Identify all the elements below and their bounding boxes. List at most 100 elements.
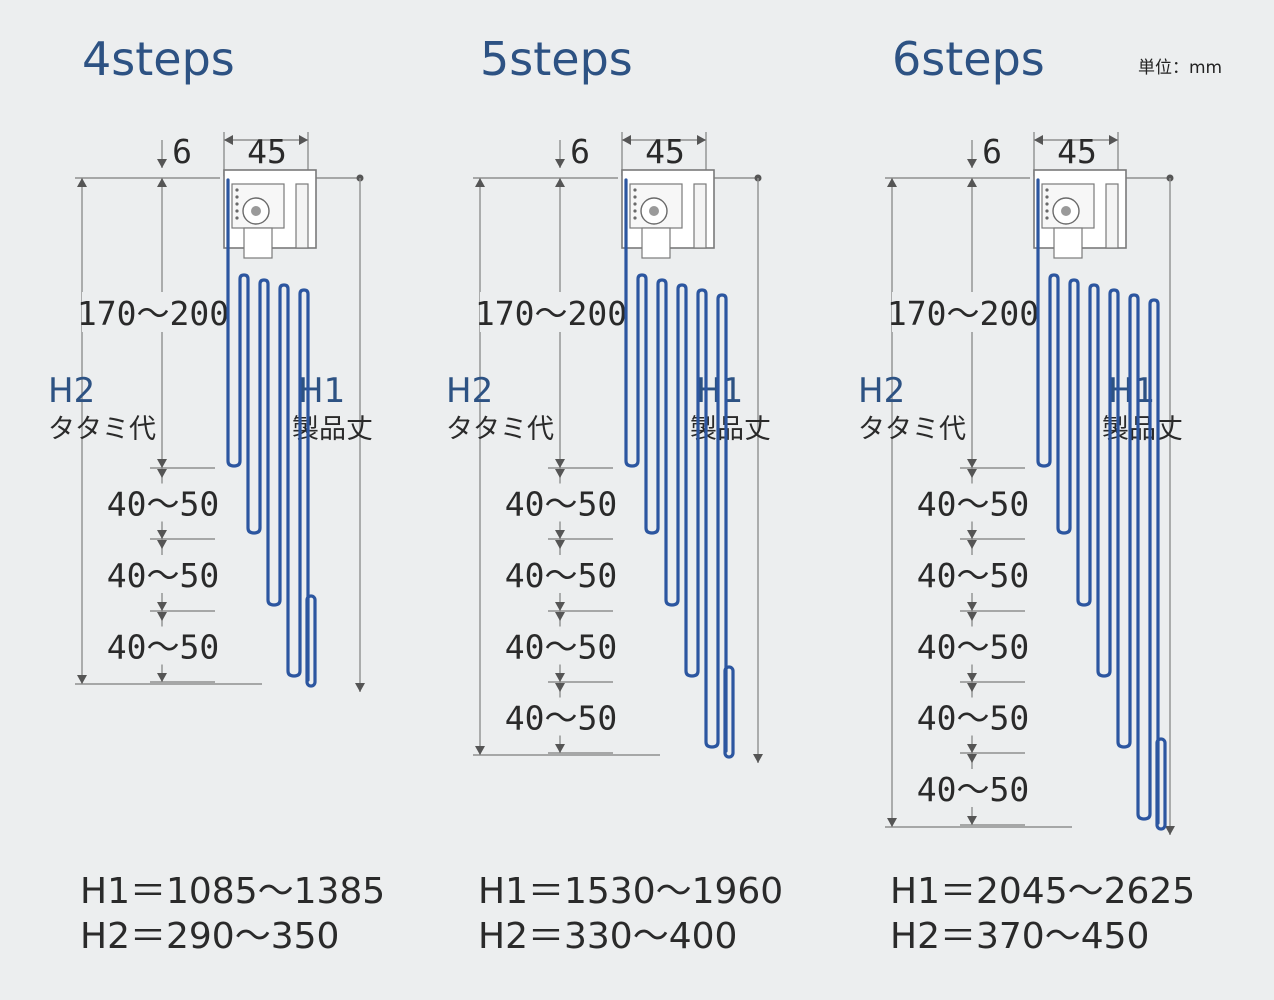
fold-arrow-bottom-2 xyxy=(555,602,565,611)
h1-arrow-bottom xyxy=(1165,826,1175,835)
width-arrow-right xyxy=(1109,135,1118,145)
rail-chain-dot-1 xyxy=(633,188,637,192)
folding-fabric-cord xyxy=(226,178,310,682)
head-label-bg xyxy=(892,292,1034,332)
fold-arrow-bottom-4 xyxy=(555,744,565,753)
width-arrow-left xyxy=(622,135,631,145)
head-arrow-top xyxy=(967,178,977,187)
fold-arrow-bottom-3 xyxy=(967,673,977,682)
unit-label: 単位：mm xyxy=(1138,58,1222,78)
fold-arrow-bottom-1 xyxy=(157,530,167,539)
fold-label-bg-1 xyxy=(918,483,1028,522)
fold-arrow-top-4 xyxy=(967,683,977,692)
head-arrow-top xyxy=(157,178,167,187)
rail-bottom-slot xyxy=(243,227,273,259)
fold-arrow-top-2 xyxy=(157,540,167,549)
fold-dimension-value-1: 40～50 xyxy=(917,485,1029,524)
pulley-axle xyxy=(1061,206,1071,216)
fold-dimension-value-3: 40～50 xyxy=(505,628,617,667)
head-dimension-value: 170～200 xyxy=(77,294,229,333)
rail-front-lip xyxy=(295,183,309,249)
width-dimension-value: 45 xyxy=(645,132,685,171)
fold-arrow-top-2 xyxy=(967,540,977,549)
bottom-bar-loop xyxy=(723,665,735,759)
h1-formula: H1＝2045～2625 xyxy=(890,871,1195,912)
fold-dimension-value-2: 40～50 xyxy=(917,556,1029,595)
rail-chain-dot-3 xyxy=(1045,202,1049,206)
head-label-bg xyxy=(480,292,622,332)
head-arrow-bottom xyxy=(555,459,565,468)
fold-arrow-bottom-1 xyxy=(555,530,565,539)
pulley-axle xyxy=(649,206,659,216)
gap-dimension-value: 6 xyxy=(982,132,1002,171)
h2-arrow-bottom xyxy=(475,746,485,755)
fold-arrow-bottom-2 xyxy=(157,602,167,611)
rail-chain-dot-2 xyxy=(1045,195,1049,199)
fold-arrow-top-1 xyxy=(967,469,977,478)
folding-fabric-cord xyxy=(1036,178,1160,825)
rail-bottom-slot xyxy=(1053,227,1083,259)
h2-arrow-top xyxy=(77,178,87,187)
rail-chain-dot-5 xyxy=(633,216,637,220)
bottom-bar-loop xyxy=(1155,737,1167,831)
fold-arrow-bottom-5 xyxy=(967,816,977,825)
pulley-axle xyxy=(251,206,261,216)
fold-label-bg-1 xyxy=(506,483,616,522)
head-label-bg xyxy=(82,292,224,332)
rail-chain-dot-2 xyxy=(633,195,637,199)
rail-chain-dot-3 xyxy=(235,202,239,206)
fold-label-bg-2 xyxy=(506,555,616,593)
h1-description: 製品丈 xyxy=(292,414,373,445)
fold-arrow-top-5 xyxy=(967,754,977,763)
width-arrow-left xyxy=(224,135,233,145)
h1-label: H1 xyxy=(298,371,345,411)
h2-description: タタミ代 xyxy=(48,414,156,445)
fold-dimension-value-2: 40～50 xyxy=(505,556,617,595)
h2-formula: H2＝290～350 xyxy=(80,916,339,957)
h2-label: H2 xyxy=(48,371,95,411)
fold-arrow-top-3 xyxy=(967,612,977,621)
fold-arrow-bottom-1 xyxy=(967,530,977,539)
fold-label-bg-3 xyxy=(108,626,218,665)
gap-arrow xyxy=(157,159,167,168)
fold-arrow-bottom-3 xyxy=(157,673,167,682)
head-arrow-bottom xyxy=(967,459,977,468)
rail-front-lip xyxy=(1105,183,1119,249)
h2-formula: H2＝370～450 xyxy=(890,916,1149,957)
h2-arrow-top xyxy=(475,178,485,187)
fold-arrow-bottom-4 xyxy=(967,744,977,753)
fold-dimension-value-1: 40～50 xyxy=(505,485,617,524)
head-dimension-value: 170～200 xyxy=(475,294,627,333)
gap-dimension-value: 6 xyxy=(570,132,590,171)
h2-arrow-bottom xyxy=(77,675,87,684)
diagram-title: 5steps xyxy=(480,32,633,86)
h1-arrow-bottom xyxy=(355,683,365,692)
fold-label-bg-4 xyxy=(506,697,616,736)
rail-chain-dot-1 xyxy=(1045,188,1049,192)
h1-formula: H1＝1530～1960 xyxy=(478,871,783,912)
rail-bottom-slot xyxy=(641,227,671,259)
fold-dimension-value-3: 40～50 xyxy=(917,628,1029,667)
gap-arrow xyxy=(555,159,565,168)
fold-label-bg-2 xyxy=(108,555,218,593)
fold-dimension-value-4: 40～50 xyxy=(917,699,1029,738)
folding-fabric-cord xyxy=(624,178,728,753)
fold-arrow-top-4 xyxy=(555,683,565,692)
fold-arrow-bottom-3 xyxy=(555,673,565,682)
head-arrow-top xyxy=(555,178,565,187)
h2-arrow-top xyxy=(887,178,897,187)
rail-chain-dot-4 xyxy=(633,209,637,213)
fold-arrow-top-1 xyxy=(157,469,167,478)
width-dimension-value: 45 xyxy=(1057,132,1097,171)
fold-dimension-value-5: 40～50 xyxy=(917,770,1029,809)
h1-description: 製品丈 xyxy=(1102,414,1183,445)
rail-chain-dot-5 xyxy=(1045,216,1049,220)
rail-chain-dot-4 xyxy=(1045,209,1049,213)
gap-dimension-value: 6 xyxy=(172,132,192,171)
rail-chain-dot-3 xyxy=(633,202,637,206)
